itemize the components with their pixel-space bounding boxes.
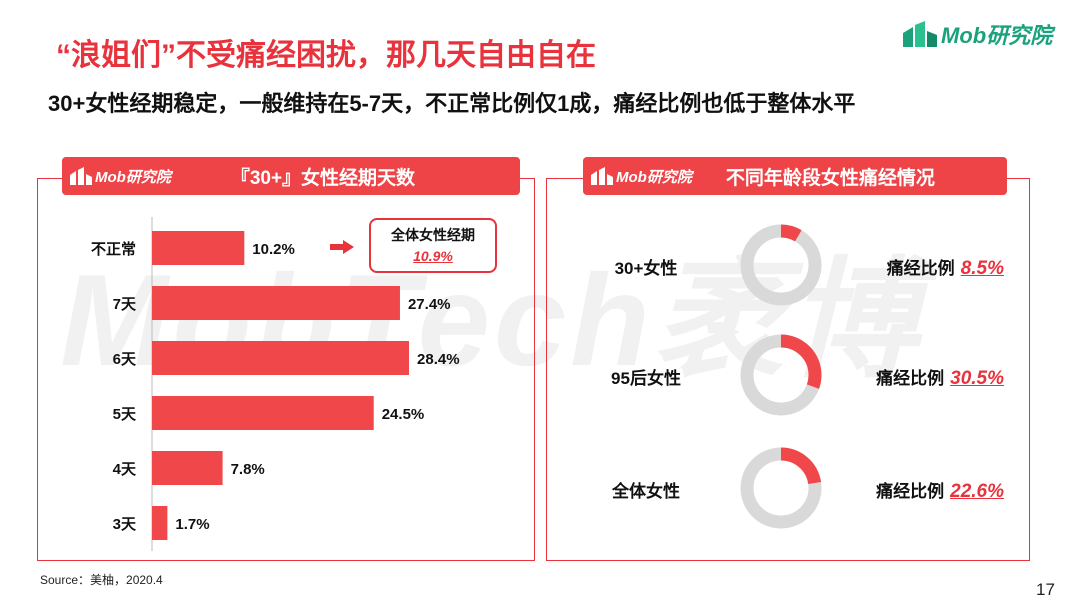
logo-mark-icon [70,167,92,185]
bar [152,341,410,375]
donut-stat-value: 8.5% [960,258,1004,279]
donut-chart [740,334,822,416]
page-title: “浪姐们”不受痛经困扰，那几天自由自在 [56,39,596,72]
page-number: 17 [1036,580,1055,599]
donut-chart [740,224,822,306]
bar-value-label: 27.4% [408,296,451,313]
donut-stat-label: 痛经比例 [876,369,945,388]
header-logo: Mob研究院 [591,166,692,187]
right-panel-header: Mob研究院 不同年龄段女性痛经情况 [583,157,1007,195]
bar [152,396,374,430]
arrow-right-icon [330,240,354,254]
source-note: Source：美柚，2020.4 [40,573,163,587]
header-logo: Mob研究院 [70,166,171,187]
donut-row: 30+女性 痛经比例 8.5% [546,220,1030,310]
category-label: 5天 [113,406,137,423]
donut-group-label: 95后女性 [611,369,681,388]
left-chart-title: 『30+』女性经期天数 [230,167,416,189]
period-days-bar-chart: 不正常 10.2% 7天 27.4% 6天 28.4% 5天 24.5% 4天 7.8% 3天 1.7… [91,217,460,551]
donut-chart [740,447,822,529]
category-label: 7天 [113,296,137,313]
donut-group-label: 全体女性 [612,482,680,501]
donut-row: 全体女性 痛经比例 22.6% [546,443,1030,533]
bar-value-label: 28.4% [417,351,460,368]
donut-stat: 痛经比例 8.5% [887,254,1004,280]
donut-stat: 痛经比例 22.6% [876,477,1004,503]
donut-slice [740,224,822,306]
logo-text: Mob研究院 [941,23,1053,48]
callout-value: 10.9% [413,248,453,264]
logo-mark-icon [591,167,613,185]
category-label: 6天 [113,351,137,368]
donut-slice [740,447,822,529]
category-label: 不正常 [91,240,136,258]
header-logo-text: Mob研究院 [616,168,692,186]
category-label: 3天 [113,516,137,533]
bar [152,451,223,485]
callout-label: 全体女性经期 [391,227,475,243]
donut-stat-value: 22.6% [950,481,1004,502]
bar [152,286,400,320]
donut-stat-value: 30.5% [950,368,1004,389]
donut-slice [740,334,822,416]
left-panel-header: Mob研究院 『30+』女性经期天数 [62,157,520,195]
mob-logo: Mob研究院 [903,18,1052,50]
category-label: 4天 [113,461,137,478]
donut-stat-label: 痛经比例 [876,482,945,501]
bar [152,231,245,265]
overall-period-callout: 全体女性经期 10.9% [369,218,497,273]
bar-value-label: 7.8% [231,461,265,478]
logo-mark-icon [903,21,937,47]
donut-stat: 痛经比例 30.5% [876,364,1004,390]
bar-value-label: 10.2% [252,241,295,258]
bar-value-label: 24.5% [382,406,425,423]
donut-track [740,224,822,306]
donut-stat-label: 痛经比例 [886,259,955,278]
donut-row: 95后女性 痛经比例 30.5% [546,330,1030,420]
page-subtitle: 30+女性经期稳定，一般维持在5-7天，不正常比例仅1成，痛经比例也低于整体水平 [48,91,856,116]
right-chart-title: 不同年龄段女性痛经情况 [725,167,935,189]
bar [152,506,168,540]
bar-value-label: 1.7% [175,516,209,533]
donut-group-label: 30+女性 [614,259,678,278]
header-logo-text: Mob研究院 [95,168,171,186]
